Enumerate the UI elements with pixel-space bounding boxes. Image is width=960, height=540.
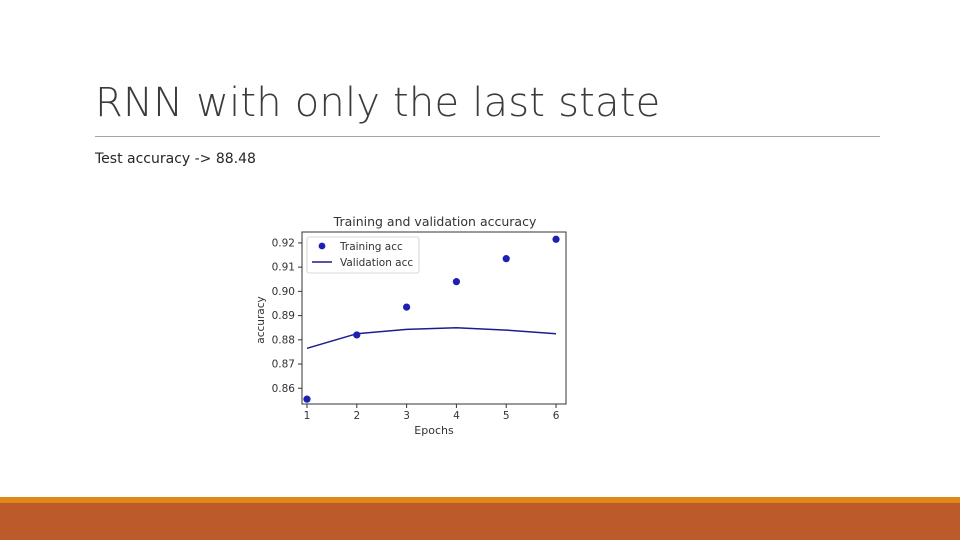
legend-training-label: Training acc — [339, 241, 403, 253]
accuracy-chart: Training and validation accuracy 0.86 0.8… — [250, 200, 580, 440]
test-accuracy-text: Test accuracy -> 88.48 — [95, 151, 256, 167]
x-tick-label: 6 — [553, 410, 560, 422]
plot-frame — [301, 231, 567, 405]
title-divider — [95, 136, 880, 137]
training-acc-point — [452, 278, 461, 286]
x-tick-label: 2 — [353, 410, 360, 422]
training-acc-point — [552, 235, 560, 243]
slide-title: RNN with only the last state — [95, 80, 661, 126]
legend-training-marker — [318, 242, 326, 250]
x-tick-label: 1 — [304, 410, 311, 422]
y-tick-label: 0.89 — [272, 310, 295, 322]
validation-acc-line — [306, 326, 557, 350]
training-acc-point — [303, 395, 311, 403]
y-tick-label: 0.91 — [272, 262, 295, 274]
y-axis-label: accuracy — [255, 296, 267, 343]
y-tick-label: 0.86 — [272, 383, 296, 395]
chart-svg: Training and validation accuracy 0.86 0.8… — [255, 214, 567, 437]
footer-accent-stripe — [0, 497, 960, 503]
y-tick-label: 0.92 — [272, 237, 295, 249]
x-tick-label: 3 — [403, 410, 410, 422]
y-tick-label: 0.88 — [272, 334, 295, 346]
chart-title: Training and validation accuracy — [333, 214, 537, 229]
y-tick-label: 0.90 — [272, 286, 295, 298]
training-acc-point — [353, 331, 361, 339]
training-acc-point — [403, 303, 411, 311]
chart-legend: Training acc Validation acc — [306, 236, 420, 274]
y-tick-label: 0.87 — [272, 359, 295, 371]
x-tick-label: 4 — [453, 410, 460, 422]
footer-band — [0, 503, 960, 540]
x-axis-label: Epochs — [414, 424, 454, 437]
training-acc-point — [502, 255, 510, 263]
legend-box — [306, 236, 420, 274]
x-tick-label: 5 — [503, 410, 510, 422]
legend-validation-label: Validation acc — [340, 257, 413, 269]
